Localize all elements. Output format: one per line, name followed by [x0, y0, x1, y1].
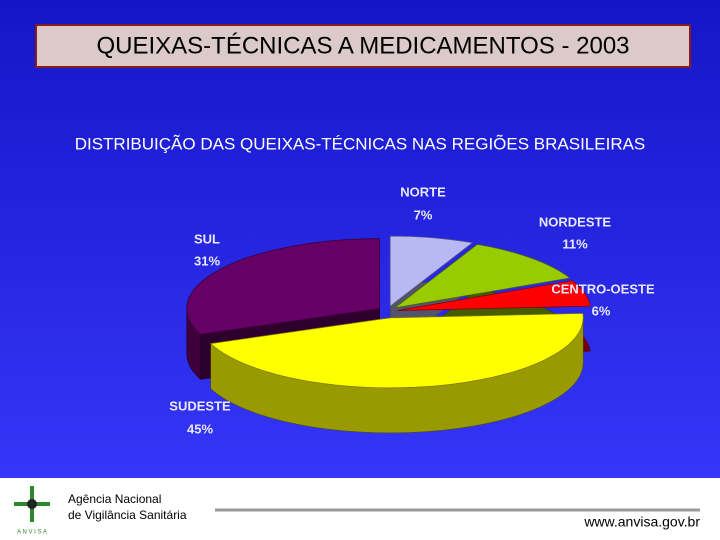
pie-slice — [394, 244, 571, 309]
slice-value-label: 31% — [194, 253, 220, 268]
pie-slice — [186, 238, 381, 335]
pie-slice — [209, 313, 584, 389]
slice-label: NORTE — [400, 184, 446, 199]
slice-label: SUDESTE — [169, 398, 231, 413]
agency-name: Agência Nacional — [68, 492, 161, 506]
agency-name: de Vigilância Sanitária — [68, 508, 187, 522]
logo-dot — [27, 499, 37, 509]
title-box — [35, 24, 691, 68]
slice-label: CENTRO-OESTE — [551, 281, 655, 296]
slice-value-label: 45% — [187, 421, 213, 436]
slice-value-label: 7% — [414, 207, 433, 222]
slice-label: SUL — [194, 231, 220, 246]
logo-text: A N V I S A — [17, 530, 47, 536]
chart-title: QUEIXAS-TÉCNICAS A MEDICAMENTOS - 2003 — [96, 32, 629, 59]
slice-value-label: 11% — [562, 236, 588, 251]
pie-slice — [389, 235, 474, 307]
pie-slice — [397, 280, 591, 311]
chart-subtitle: DISTRIBUIÇÃO DAS QUEIXAS-TÉCNICAS NAS RE… — [75, 134, 646, 153]
pie — [186, 235, 591, 434]
slice-value-label: 6% — [592, 303, 611, 318]
slice-label: NORDESTE — [539, 214, 612, 229]
slice-tops — [186, 235, 591, 389]
logo: A N V I S A — [14, 486, 50, 536]
footer-url: www.anvisa.gov.br — [583, 514, 700, 530]
